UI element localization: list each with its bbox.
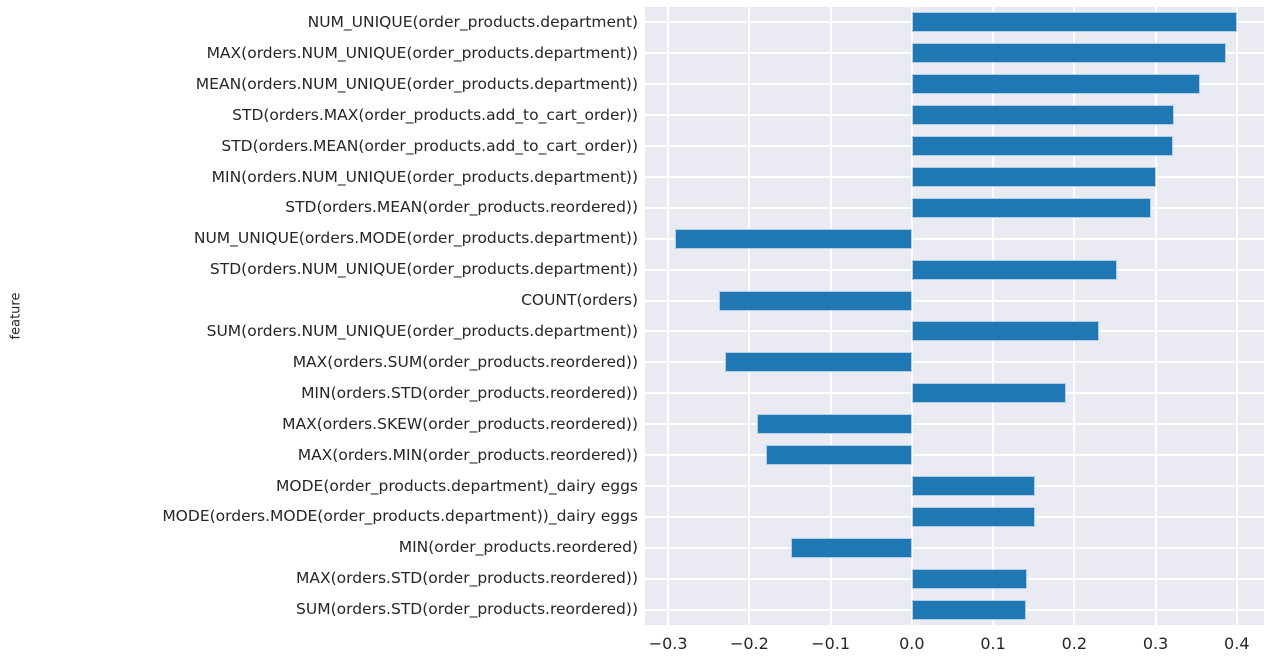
bar xyxy=(790,537,912,558)
bar xyxy=(911,259,1118,280)
bar xyxy=(911,568,1028,589)
bar xyxy=(756,414,912,435)
y-gridline xyxy=(645,237,1264,240)
bar xyxy=(911,383,1067,404)
bar xyxy=(911,105,1175,126)
y-tick-label: MIN(order_products.reordered) xyxy=(398,538,638,557)
y-tick-label: MODE(order_products.department)_dairy eg… xyxy=(276,476,638,495)
x-gridline-−0.1 xyxy=(829,7,832,625)
x-tick-label: −0.3 xyxy=(648,634,688,653)
bar xyxy=(911,475,1036,496)
x-tick-label: −0.1 xyxy=(811,634,851,653)
bar xyxy=(725,352,912,373)
y-tick-label: MODE(orders.MODE(order_products.departme… xyxy=(162,507,638,526)
bar xyxy=(911,197,1152,218)
y-gridline xyxy=(645,454,1264,457)
y-tick-label: MEAN(orders.NUM_UNIQUE(order_products.de… xyxy=(195,74,638,93)
y-tick-label: MAX(orders.NUM_UNIQUE(order_products.dep… xyxy=(206,43,638,62)
y-tick-label: NUM_UNIQUE(order_products.department) xyxy=(307,13,638,31)
y-tick-label: STD(orders.MEAN(order_products.add_to_ca… xyxy=(221,136,638,155)
y-tick-label: MAX(orders.MIN(order_products.reordered)… xyxy=(297,445,638,464)
y-tick-label: NUM_UNIQUE(orders.MODE(order_products.de… xyxy=(193,229,638,248)
bar xyxy=(911,506,1036,527)
x-tick-label: 0.0 xyxy=(899,634,925,653)
x-tick-label: 0.2 xyxy=(1061,634,1088,653)
x-gridline-−0.2 xyxy=(748,7,751,625)
y-gridline xyxy=(645,423,1264,426)
y-gridline xyxy=(645,299,1264,302)
bar xyxy=(911,599,1027,620)
y-tick-label: STD(orders.MAX(order_products.add_to_car… xyxy=(232,105,638,124)
bar xyxy=(911,136,1174,157)
x-tick-label: 0.4 xyxy=(1224,634,1250,653)
x-gridline-−0.3 xyxy=(667,7,670,625)
y-tick-label: COUNT(orders) xyxy=(521,291,638,310)
x-gridline-0.2 xyxy=(1073,7,1076,625)
x-tick-label: −0.2 xyxy=(729,634,769,653)
x-gridline-0.1 xyxy=(992,7,995,625)
y-gridline xyxy=(645,546,1264,549)
y-tick-label: MIN(orders.STD(order_products.reordered)… xyxy=(301,383,638,402)
y-tick-label: STD(orders.NUM_UNIQUE(order_products.dep… xyxy=(209,260,638,279)
bar xyxy=(765,445,912,466)
bar xyxy=(911,43,1227,64)
x-tick-label: 0.3 xyxy=(1142,634,1169,653)
x-gridline-0.0 xyxy=(910,7,913,625)
y-tick-label: MAX(orders.SUM(order_products.reordered)… xyxy=(292,352,638,371)
y-tick-label: MIN(orders.NUM_UNIQUE(order_products.dep… xyxy=(211,167,638,186)
y-tick-label: SUM(orders.STD(order_products.reordered)… xyxy=(296,600,638,619)
plot-area xyxy=(645,7,1264,625)
y-tick-label: STD(orders.MEAN(order_products.reordered… xyxy=(285,198,638,217)
x-tick-label: 0.1 xyxy=(980,634,1006,653)
y-gridline xyxy=(645,361,1264,364)
bar xyxy=(911,166,1156,187)
bar xyxy=(718,290,912,311)
bar xyxy=(911,12,1237,33)
y-tick-label: MAX(orders.STD(order_products.reordered)… xyxy=(296,569,638,588)
bar xyxy=(675,228,912,249)
bar xyxy=(911,74,1201,95)
y-tick-label: SUM(orders.NUM_UNIQUE(order_products.dep… xyxy=(206,322,638,340)
x-gridline-0.3 xyxy=(1154,7,1157,625)
x-gridline-0.4 xyxy=(1235,7,1238,625)
bar xyxy=(911,321,1099,342)
y-tick-label: MAX(orders.SKEW(order_products.reordered… xyxy=(282,414,638,433)
